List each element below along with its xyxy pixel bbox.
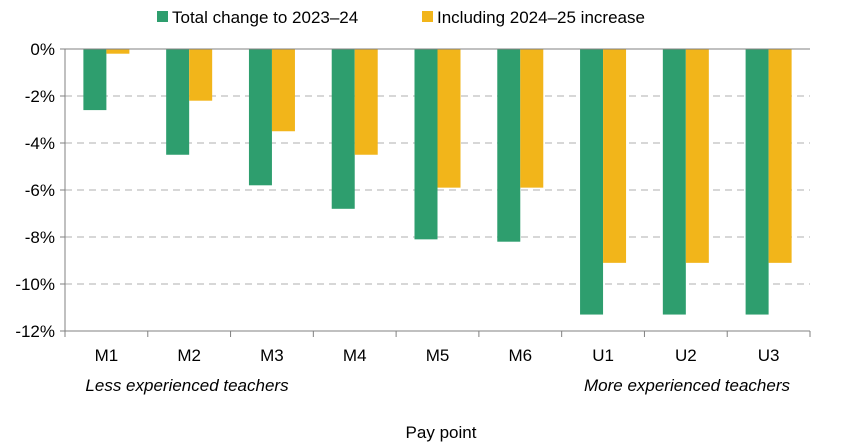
- x-tick-labels: M1 M2 M3 M4 M5 M6 U1 U2 U3: [95, 346, 780, 365]
- bar-total-change-m6: [497, 49, 521, 242]
- bar-including-increase-m3: [271, 49, 295, 132]
- legend-label-total-change: Total change to 2023–24: [172, 8, 358, 27]
- bar-including-increase-m2: [189, 49, 213, 101]
- bar-including-increase-m5: [437, 49, 461, 188]
- bar-total-change-u1: [580, 49, 604, 315]
- bar-total-change-m2: [166, 49, 190, 155]
- x-tick-label: U1: [592, 346, 614, 365]
- x-tick-label: M1: [95, 346, 119, 365]
- bar-including-increase-u1: [603, 49, 627, 263]
- x-tick-label: M2: [177, 346, 201, 365]
- bar-total-change-u3: [745, 49, 769, 315]
- bar-including-increase-u2: [685, 49, 709, 263]
- annotation-less-experienced: Less experienced teachers: [85, 376, 289, 395]
- bar-including-increase-m4: [354, 49, 378, 155]
- legend-swatch-total-change: [157, 11, 168, 22]
- y-tick-label: -2%: [25, 87, 55, 106]
- bar-total-change-m3: [248, 49, 272, 186]
- x-tick-label: U3: [758, 346, 780, 365]
- y-tick-label: -6%: [25, 181, 55, 200]
- bar-including-increase-m6: [520, 49, 544, 188]
- x-tick-label: U2: [675, 346, 697, 365]
- legend: Total change to 2023–24 Including 2024–2…: [157, 8, 645, 27]
- bar-total-change-m1: [83, 49, 107, 111]
- bar-including-increase-m1: [106, 49, 130, 54]
- axes: [60, 48, 811, 337]
- x-tick-label: M5: [426, 346, 450, 365]
- y-tick-label: -12%: [15, 322, 55, 341]
- x-tick-label: M3: [260, 346, 284, 365]
- y-tick-labels: 0% -2% -4% -6% -8% -10% -12%: [15, 40, 55, 341]
- x-axis-title: Pay point: [406, 423, 477, 442]
- legend-label-including-increase: Including 2024–25 increase: [437, 8, 645, 27]
- y-tick-label: -4%: [25, 134, 55, 153]
- annotation-more-experienced: More experienced teachers: [584, 376, 791, 395]
- bar-total-change-m4: [331, 49, 355, 209]
- x-tick-label: M6: [508, 346, 532, 365]
- bar-including-increase-u3: [768, 49, 792, 263]
- bars: [83, 49, 792, 315]
- legend-swatch-including-increase: [422, 11, 433, 22]
- bar-total-change-u2: [662, 49, 686, 315]
- y-tick-label: -8%: [25, 228, 55, 247]
- x-tick-label: M4: [343, 346, 367, 365]
- bar-total-change-m5: [414, 49, 438, 240]
- y-tick-label: 0%: [30, 40, 55, 59]
- y-tick-label: -10%: [15, 275, 55, 294]
